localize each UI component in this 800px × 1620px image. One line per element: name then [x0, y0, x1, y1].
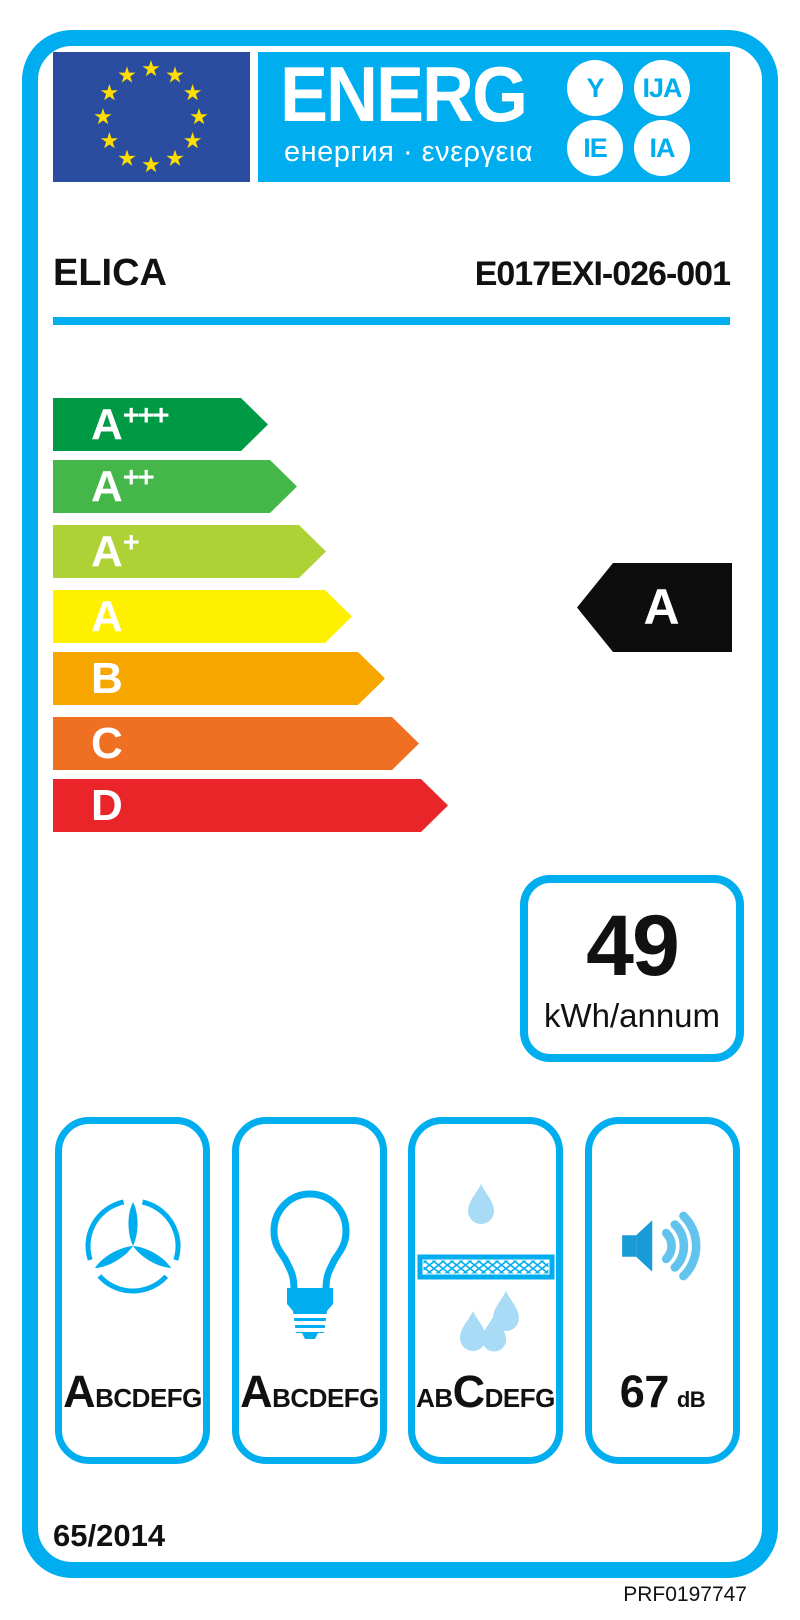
regulation-number: 65/2014 [53, 1518, 166, 1553]
bulb-icon [269, 1189, 350, 1339]
model-identifier: E017EXI-026-001 [474, 255, 731, 293]
energy-logo-translit: енергия · ενεργεια [284, 136, 534, 168]
grade-line: ABCDEFG [63, 1366, 202, 1417]
scale-arrow-d: D [53, 779, 448, 832]
language-suffix-badge: IA [634, 120, 690, 176]
language-suffix-badge: IJA [634, 60, 690, 116]
noise-value-line: 67 dB [619, 1366, 706, 1417]
divider [53, 317, 730, 325]
scale-arrow-b: B [53, 652, 385, 705]
eu-flag [53, 52, 250, 182]
scale-arrow-a+: A+ [53, 525, 326, 578]
speaker-icon [621, 1211, 700, 1280]
grade-line: ABCDEFG [240, 1366, 379, 1417]
metric-noise-level: 67 dB [585, 1117, 740, 1464]
energy-class-indicator: A [577, 563, 732, 652]
language-suffix-badge: Y [567, 60, 623, 116]
energy-logo: ENERG енергия · ενεργεια Y IJA IE IA [258, 52, 730, 182]
fan-icon [85, 1198, 180, 1293]
metric-lighting-efficiency: ABCDEFG [232, 1117, 387, 1464]
scale-arrow-a: A [53, 590, 352, 643]
eu-flag-stars-icon [94, 60, 208, 173]
scale-arrow-c: C [53, 717, 419, 770]
scale-arrow-a++: A++ [53, 460, 297, 513]
print-reference: PRF0197747 [623, 1583, 747, 1606]
grease-filter-icon [417, 1183, 554, 1352]
annual-consumption-unit: kWh/annum [543, 997, 721, 1034]
scale-arrow-a+++: A+++ [53, 398, 268, 451]
annual-consumption-value: 49 [586, 898, 680, 994]
grade-line: ABCDEFG [416, 1366, 555, 1417]
language-suffix-badge: IE [567, 120, 623, 176]
metric-fluid-dynamic-efficiency: ABCDEFG [55, 1117, 210, 1464]
energy-logo-word: ENERG [280, 51, 528, 139]
metric-grease-filtering-efficiency: ABCDEFG [408, 1117, 563, 1464]
label-border [22, 30, 778, 1578]
supplier-name: ELICA [53, 252, 167, 294]
annual-consumption-box: 49 kWh/annum [520, 875, 744, 1062]
